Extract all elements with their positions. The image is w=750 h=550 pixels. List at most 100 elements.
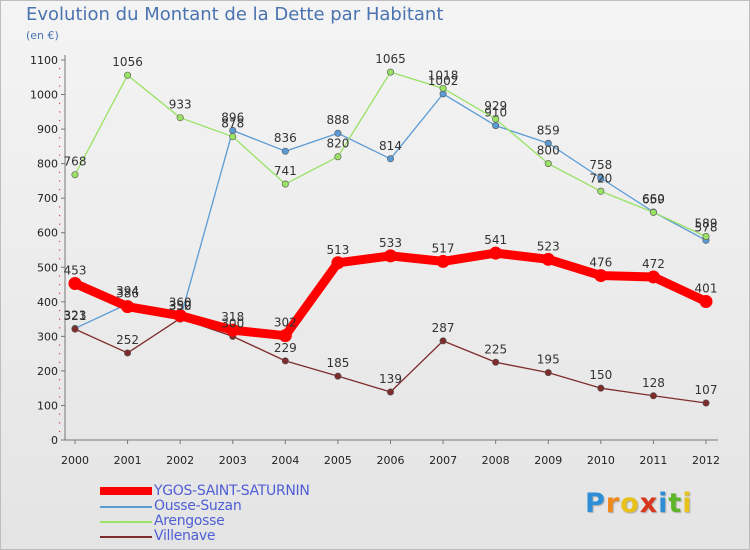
y-minor-tick	[59, 137, 61, 139]
data-point-3	[492, 358, 500, 366]
legend-swatch-ousse-suzan	[100, 506, 152, 508]
data-label-1: 814	[379, 139, 402, 153]
data-label-2: 878	[221, 117, 244, 131]
data-label-2: 659	[642, 192, 665, 206]
y-tick-label: 900	[37, 123, 58, 136]
data-point-3	[649, 392, 657, 400]
y-minor-tick	[59, 344, 61, 346]
data-label-0: 302	[274, 316, 297, 330]
legend-label-arengosse: Arengosse	[154, 513, 225, 529]
logo-letter: P	[585, 488, 606, 519]
data-point-3	[386, 388, 394, 396]
logo-letter: x	[639, 488, 659, 519]
y-tick-label: 100	[37, 399, 58, 412]
y-minor-tick	[59, 223, 61, 225]
legend-item-ousse-suzan: Ousse-Suzan	[100, 498, 360, 514]
data-label-0: 318	[221, 310, 244, 324]
data-point-0	[489, 246, 503, 260]
data-point-0	[68, 277, 82, 291]
y-tick-label: 500	[37, 261, 58, 274]
y-minor-tick	[59, 111, 61, 113]
data-label-2: 768	[64, 155, 87, 169]
y-minor-tick	[59, 171, 61, 173]
data-point-0	[384, 249, 397, 263]
legend-item-arengosse: Arengosse	[100, 513, 360, 529]
legend: YGOS-SAINT-SATURNIN Ousse-Suzan Arengoss…	[100, 483, 360, 544]
y-minor-tick	[59, 102, 61, 104]
data-point-3	[281, 357, 289, 365]
y-minor-tick	[59, 68, 61, 70]
data-point-3	[439, 337, 447, 345]
data-point-1	[544, 139, 552, 147]
data-point-3	[124, 349, 132, 357]
data-point-2	[176, 114, 184, 122]
y-minor-tick	[59, 214, 61, 217]
data-point-0	[278, 329, 292, 343]
data-label-0: 386	[116, 287, 139, 301]
data-label-3: 321	[64, 309, 87, 323]
data-label-2: 1018	[428, 68, 459, 82]
data-label-1: 758	[589, 158, 612, 172]
y-minor-tick	[59, 284, 61, 286]
data-label-3: 229	[274, 341, 297, 355]
logo-letter: o	[620, 488, 640, 519]
data-label-1: 859	[537, 123, 560, 137]
data-label-2: 929	[484, 99, 507, 113]
y-minor-tick	[59, 258, 61, 260]
data-point-2	[702, 233, 710, 241]
x-tick-label: 2004	[271, 454, 299, 467]
data-label-0: 401	[695, 281, 718, 295]
data-point-0	[173, 309, 187, 323]
data-label-0: 513	[326, 243, 349, 257]
data-label-1: 660	[642, 192, 665, 206]
legend-label-ousse-suzan: Ousse-Suzan	[154, 498, 242, 514]
x-tick-label: 2008	[482, 454, 510, 467]
data-point-2	[597, 187, 605, 195]
y-minor-tick	[59, 413, 61, 415]
x-tick-label: 2007	[429, 454, 457, 467]
series-line-1	[74, 93, 707, 330]
x-tick-label: 2005	[324, 454, 352, 467]
legend-swatch-arengosse	[100, 521, 152, 523]
data-point-0	[331, 256, 345, 270]
data-point-0	[121, 300, 135, 314]
data-point-1	[281, 147, 289, 155]
data-label-1: 836	[274, 131, 297, 145]
data-point-0	[436, 254, 450, 268]
y-tick-label: 700	[37, 192, 58, 205]
y-minor-tick	[59, 76, 61, 78]
data-point-2	[281, 180, 289, 188]
x-tick-label: 2002	[166, 454, 194, 467]
data-point-1	[386, 155, 394, 163]
data-label-0: 360	[169, 296, 192, 310]
data-label-0: 533	[379, 236, 402, 250]
legend-label-villenave: Villenave	[154, 528, 216, 544]
data-label-3: 139	[379, 372, 402, 386]
data-point-2	[649, 208, 657, 216]
x-tick-label: 2009	[534, 454, 562, 467]
data-point-2	[124, 71, 132, 79]
data-label-0: 523	[537, 239, 560, 253]
data-label-3: 107	[695, 383, 718, 397]
data-label-3: 195	[537, 353, 560, 367]
y-tick-label: 600	[37, 227, 58, 240]
data-label-3: 150	[589, 368, 612, 382]
data-label-1: 323	[64, 308, 87, 322]
data-label-2: 589	[695, 217, 718, 231]
data-label-2: 720	[589, 171, 612, 185]
y-minor-tick	[59, 379, 61, 381]
y-minor-tick	[59, 240, 61, 243]
y-minor-tick	[59, 180, 61, 182]
legend-label-ygos: YGOS-SAINT-SATURNIN	[154, 483, 310, 499]
data-point-3	[334, 372, 342, 380]
data-label-1: 578	[695, 220, 718, 234]
data-label-2: 800	[537, 144, 560, 158]
data-label-1: 1002	[428, 74, 459, 88]
data-point-0	[699, 294, 713, 308]
y-minor-tick	[59, 327, 61, 329]
logo-letter: i	[658, 488, 669, 519]
x-tick-label: 2001	[114, 454, 142, 467]
y-minor-tick	[59, 249, 61, 251]
x-tick-label: 2006	[377, 454, 405, 467]
